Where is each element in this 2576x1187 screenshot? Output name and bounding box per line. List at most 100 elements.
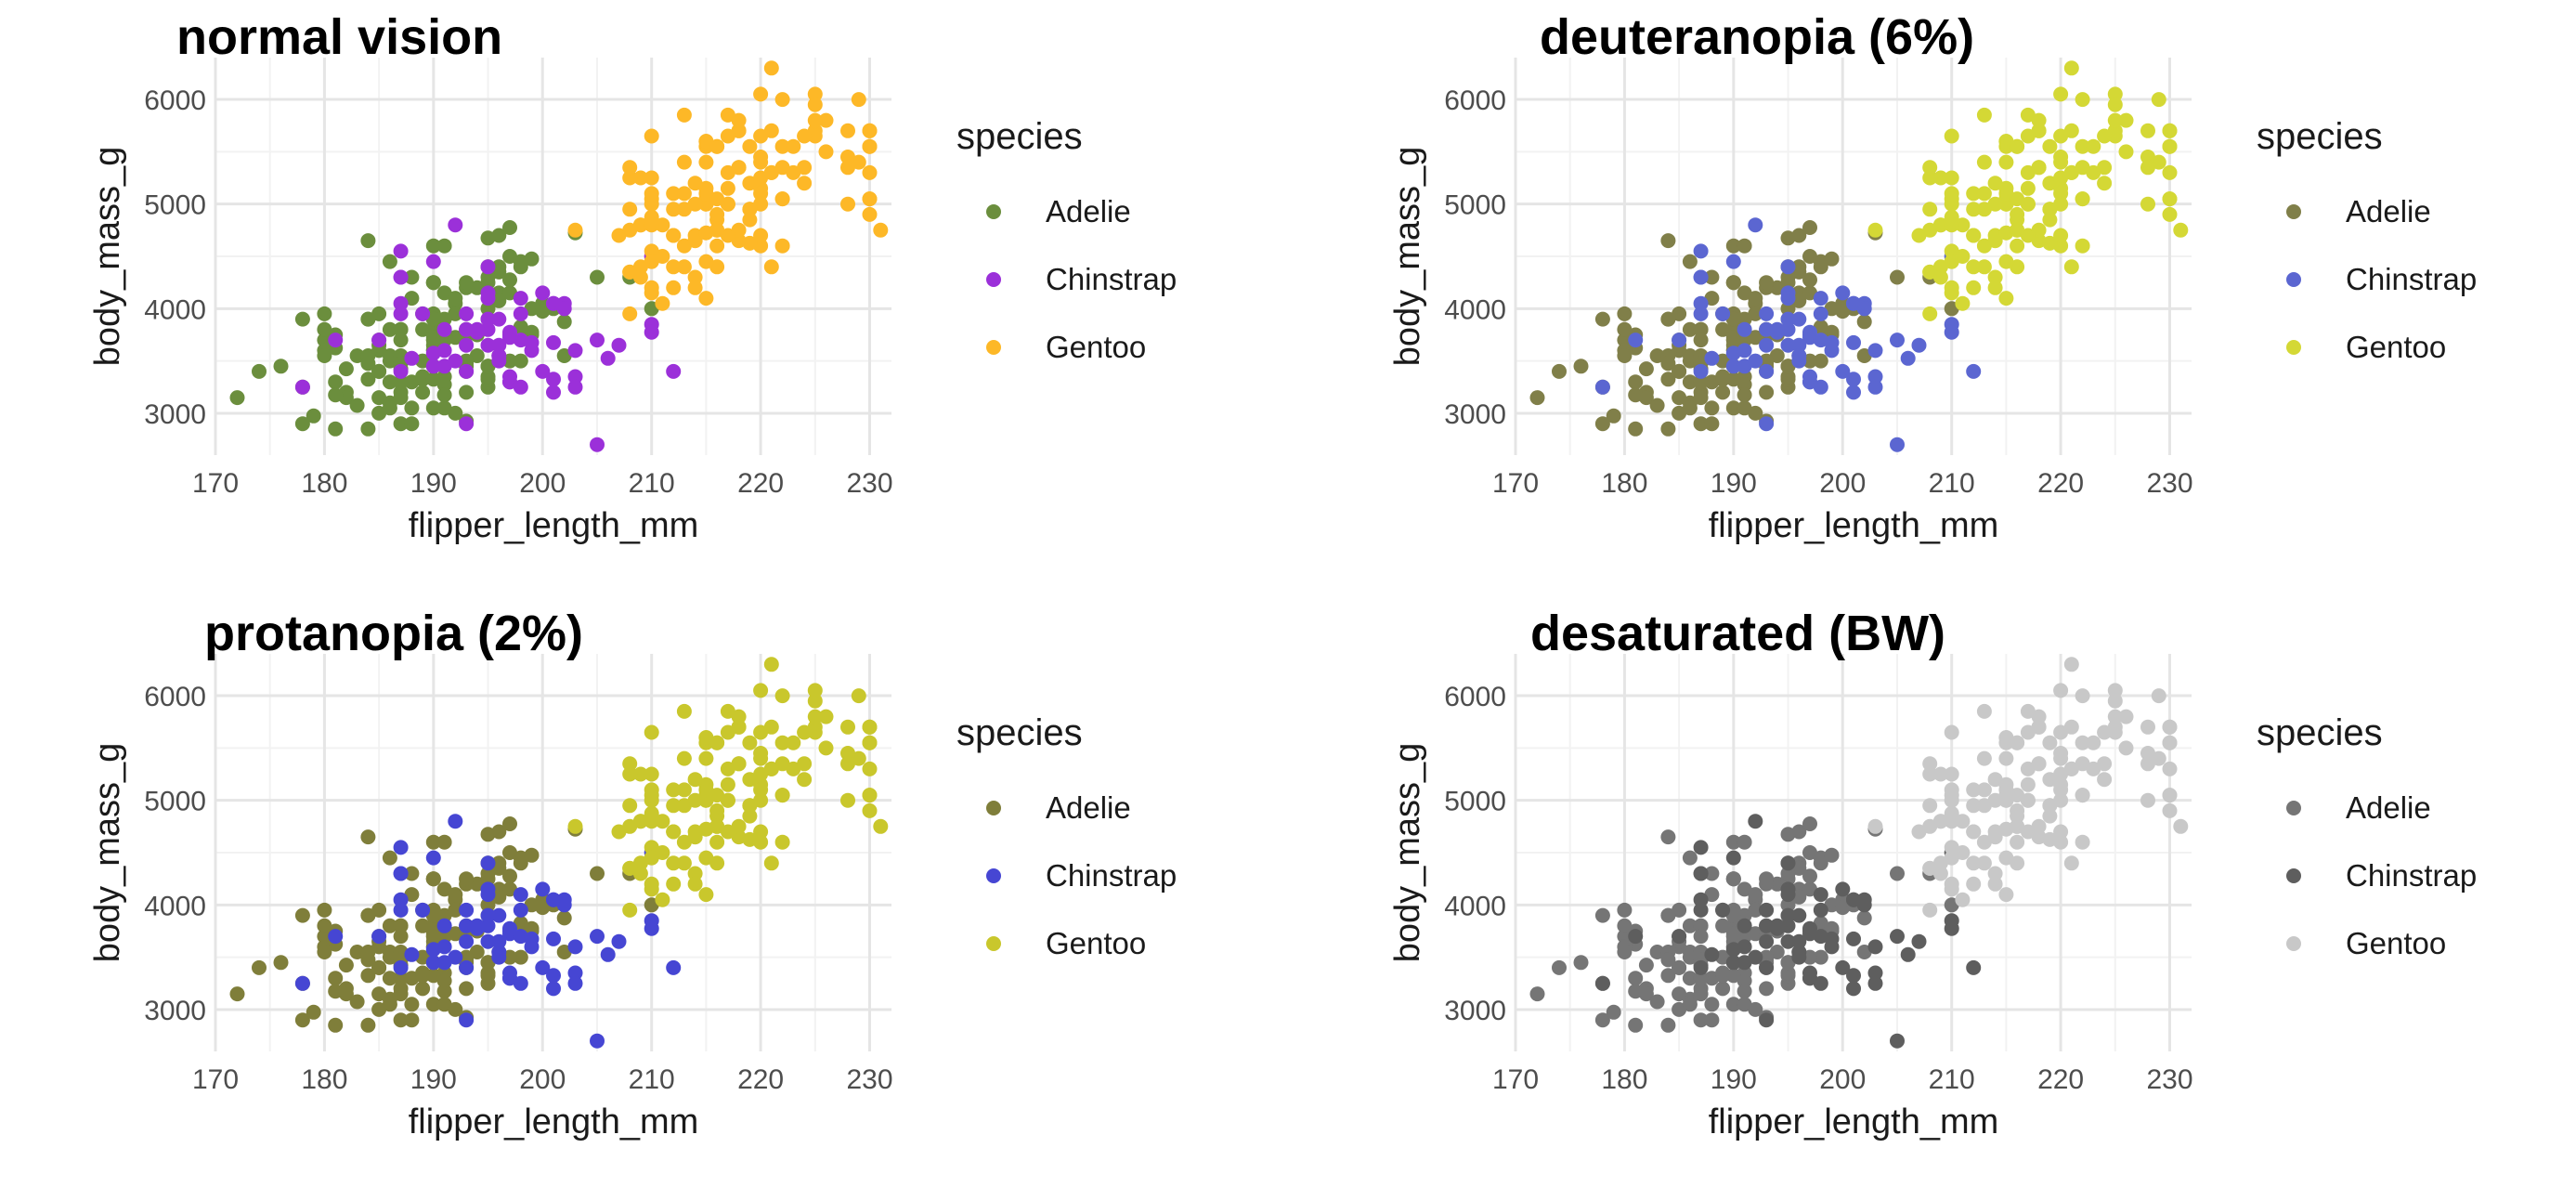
data-point-gentoo bbox=[666, 824, 682, 840]
series-adelie bbox=[1529, 816, 1959, 1033]
data-point-gentoo bbox=[2063, 855, 2079, 871]
x-axis-title: flipper_length_mm bbox=[1709, 1102, 1999, 1141]
data-point-gentoo bbox=[2042, 831, 2058, 847]
chart-panel-2: 170 180 190 200 210 220 230 3000 4000 5000 6000 fli… bbox=[1388, 9, 2477, 545]
data-points bbox=[229, 60, 889, 452]
data-point-gentoo bbox=[2075, 238, 2090, 254]
data-point-gentoo bbox=[2063, 761, 2079, 776]
data-point-gentoo bbox=[753, 228, 769, 243]
data-point-chinstrap bbox=[1748, 814, 1763, 829]
data-point-chinstrap bbox=[1693, 269, 1709, 285]
data-point-gentoo bbox=[2140, 150, 2155, 164]
data-point-gentoo bbox=[676, 259, 692, 275]
data-point-chinstrap bbox=[1693, 306, 1709, 321]
data-point-adelie bbox=[328, 421, 344, 437]
series-chinstrap bbox=[1594, 814, 1982, 1049]
data-point-chinstrap bbox=[513, 887, 528, 903]
data-point-gentoo bbox=[2118, 709, 2134, 724]
data-point-chinstrap bbox=[459, 306, 475, 321]
data-point-adelie bbox=[1660, 907, 1676, 923]
data-point-adelie bbox=[1628, 971, 1644, 986]
data-point-gentoo bbox=[807, 683, 823, 698]
data-point-adelie bbox=[448, 887, 463, 903]
data-point-adelie bbox=[1737, 907, 1752, 923]
data-point-chinstrap bbox=[546, 372, 561, 387]
x-tick-label: 220 bbox=[737, 1064, 784, 1095]
data-point-chinstrap bbox=[1846, 981, 1861, 997]
data-point-adelie bbox=[328, 971, 344, 986]
data-point-adelie bbox=[436, 984, 452, 999]
data-point-gentoo bbox=[2075, 688, 2090, 704]
data-point-gentoo bbox=[763, 60, 779, 76]
data-point-adelie bbox=[1617, 333, 1633, 348]
data-point-chinstrap bbox=[1856, 897, 1872, 913]
data-point-gentoo bbox=[742, 808, 758, 824]
data-point-chinstrap bbox=[425, 359, 441, 374]
x-tick-label: 180 bbox=[1601, 468, 1647, 499]
data-point-chinstrap bbox=[1693, 840, 1709, 855]
data-point-chinstrap bbox=[294, 379, 310, 395]
data-point-gentoo bbox=[1932, 217, 1948, 233]
data-point-adelie bbox=[1780, 866, 1796, 881]
data-point-chinstrap bbox=[415, 306, 431, 321]
data-point-gentoo bbox=[666, 186, 682, 202]
y-axis-title: body_mass_g bbox=[1388, 147, 1427, 367]
data-point-gentoo bbox=[2162, 164, 2178, 180]
data-point-gentoo bbox=[644, 128, 659, 144]
data-point-chinstrap bbox=[1890, 1033, 1905, 1049]
data-point-chinstrap bbox=[502, 965, 517, 981]
data-point-adelie bbox=[1813, 949, 1828, 965]
data-point-chinstrap bbox=[480, 933, 496, 949]
legend: species Adelie Chinstrap Gentoo bbox=[2257, 712, 2477, 960]
data-point-adelie bbox=[1802, 272, 1817, 288]
data-point-adelie bbox=[382, 850, 397, 866]
data-point-gentoo bbox=[807, 709, 823, 724]
data-point-gentoo bbox=[720, 128, 735, 144]
data-point-gentoo bbox=[862, 123, 878, 138]
y-tick-label: 6000 bbox=[1444, 85, 1506, 116]
data-point-adelie bbox=[328, 387, 344, 403]
x-tick-label: 230 bbox=[2146, 468, 2192, 499]
data-point-adelie bbox=[360, 829, 376, 845]
data-point-chinstrap bbox=[415, 902, 431, 918]
data-point-adelie bbox=[404, 866, 420, 881]
legend-key-chinstrap bbox=[986, 868, 1001, 883]
data-point-gentoo bbox=[644, 285, 659, 301]
data-point-gentoo bbox=[2075, 735, 2090, 750]
data-point-gentoo bbox=[786, 761, 801, 776]
x-tick-label: 180 bbox=[301, 468, 347, 499]
x-tick-label: 190 bbox=[410, 1064, 457, 1095]
data-point-adelie bbox=[1617, 306, 1633, 321]
data-point-adelie bbox=[393, 390, 409, 406]
data-point-chinstrap bbox=[1725, 955, 1741, 971]
data-point-gentoo bbox=[687, 876, 703, 892]
legend-key-chinstrap bbox=[2286, 272, 2301, 287]
data-point-gentoo bbox=[709, 206, 725, 222]
data-point-adelie bbox=[294, 907, 310, 923]
data-point-gentoo bbox=[676, 154, 692, 170]
data-point-gentoo bbox=[2075, 834, 2090, 850]
data-point-adelie bbox=[1529, 986, 1545, 1002]
x-tick-label: 230 bbox=[2146, 1064, 2192, 1095]
data-point-chinstrap bbox=[1693, 902, 1709, 918]
data-point-gentoo bbox=[644, 170, 659, 186]
data-point-chinstrap bbox=[393, 243, 409, 259]
data-point-adelie bbox=[448, 291, 463, 307]
data-point-chinstrap bbox=[1737, 918, 1752, 933]
data-point-gentoo bbox=[698, 887, 714, 903]
data-point-gentoo bbox=[774, 92, 790, 108]
data-point-chinstrap bbox=[1813, 379, 1828, 395]
data-point-chinstrap bbox=[600, 350, 616, 366]
data-point-adelie bbox=[1856, 314, 1872, 330]
data-point-gentoo bbox=[818, 112, 834, 128]
data-point-adelie bbox=[1660, 829, 1676, 845]
data-point-adelie bbox=[502, 272, 517, 288]
data-point-adelie bbox=[1693, 971, 1709, 986]
data-point-gentoo bbox=[1966, 228, 1982, 243]
data-point-adelie bbox=[1529, 390, 1545, 406]
data-point-gentoo bbox=[862, 191, 878, 207]
data-point-chinstrap bbox=[404, 946, 420, 962]
data-point-gentoo bbox=[2010, 834, 2025, 850]
data-point-adelie bbox=[1660, 968, 1676, 984]
data-point-gentoo bbox=[2151, 92, 2166, 108]
